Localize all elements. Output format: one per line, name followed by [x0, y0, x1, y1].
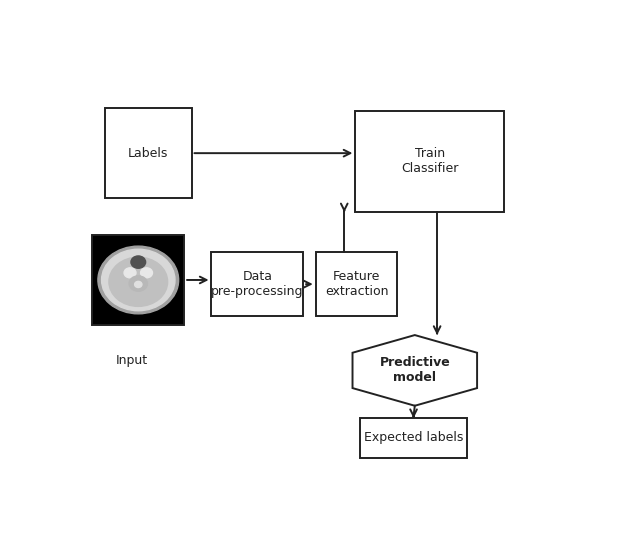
Circle shape: [134, 281, 142, 287]
Text: Predictive
model: Predictive model: [380, 356, 450, 384]
Circle shape: [109, 257, 168, 306]
FancyBboxPatch shape: [105, 109, 191, 198]
FancyBboxPatch shape: [355, 111, 504, 212]
Text: Feature
extraction: Feature extraction: [324, 270, 388, 298]
Text: Input: Input: [116, 354, 148, 367]
Text: Expected labels: Expected labels: [364, 431, 463, 444]
Polygon shape: [353, 335, 477, 406]
FancyBboxPatch shape: [360, 418, 467, 458]
Circle shape: [102, 249, 175, 310]
FancyBboxPatch shape: [92, 235, 184, 325]
Circle shape: [141, 268, 152, 278]
Circle shape: [129, 276, 147, 291]
Text: Data
pre-processing: Data pre-processing: [211, 270, 303, 298]
FancyBboxPatch shape: [211, 252, 303, 316]
Circle shape: [124, 268, 136, 278]
Text: Labels: Labels: [128, 147, 168, 160]
Text: Train
Classifier: Train Classifier: [401, 147, 458, 176]
Circle shape: [98, 246, 179, 314]
FancyBboxPatch shape: [316, 252, 397, 316]
Circle shape: [131, 256, 146, 268]
